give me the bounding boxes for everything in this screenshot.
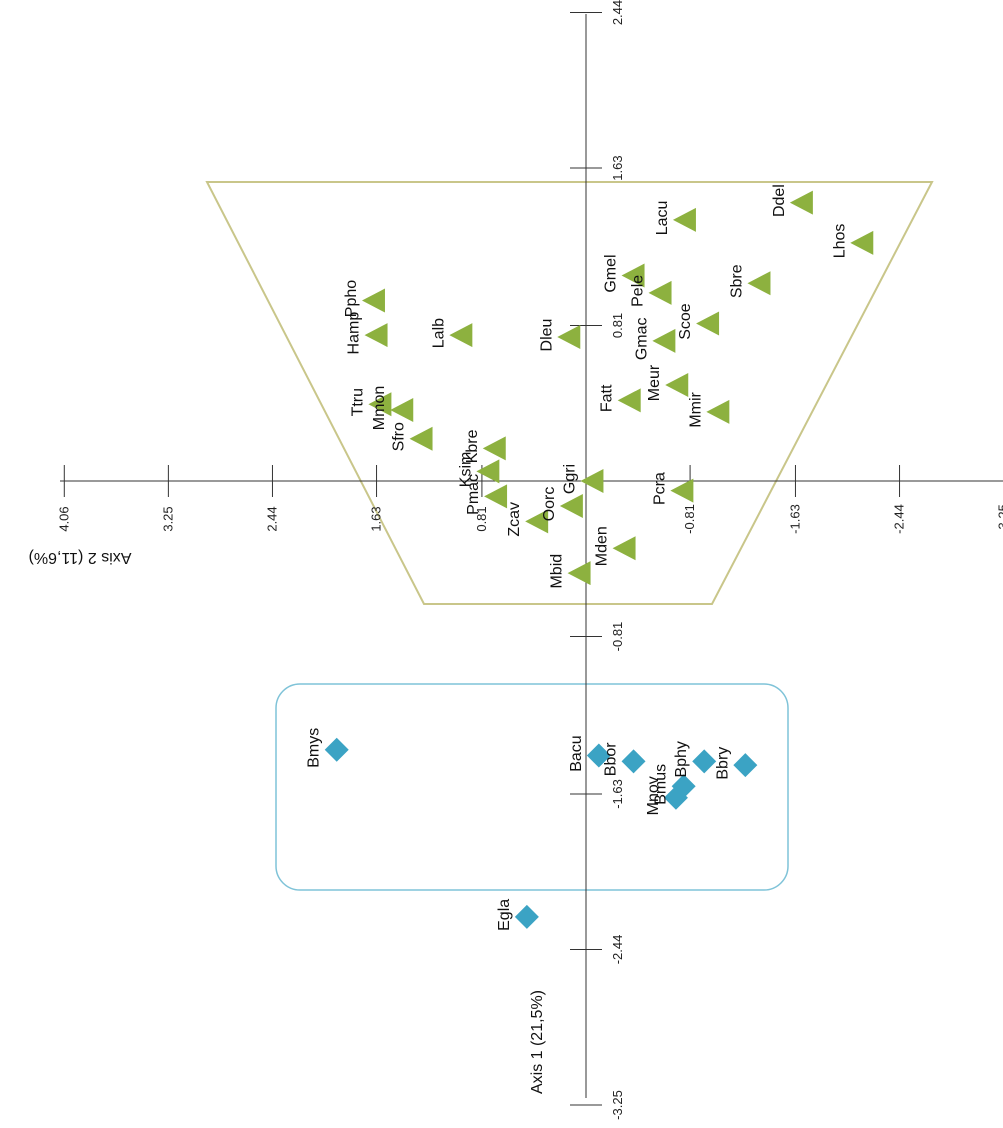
triangle-marker — [525, 509, 549, 534]
axis2-tick-label: 0.81 — [474, 506, 489, 531]
triangle-marker — [617, 388, 641, 413]
triangle-marker — [557, 325, 581, 349]
point-label: Kbre — [464, 429, 481, 463]
triangle-marker — [850, 230, 874, 255]
point-label: Mden — [594, 526, 611, 566]
triangle-marker — [580, 469, 604, 493]
point-label: Mnov — [645, 776, 662, 815]
triangle-marker — [361, 288, 385, 313]
axis2-tick-label: 3.25 — [160, 506, 175, 531]
triangle-marker — [449, 323, 473, 348]
point-label: Mmir — [687, 391, 704, 427]
triangle-marker — [368, 392, 392, 417]
triangle-marker — [672, 207, 696, 232]
triangle-marker — [567, 561, 591, 586]
axes — [60, 12, 1003, 1106]
triangle-marker — [482, 436, 506, 461]
axis1-tick-label: 2.44 — [610, 0, 625, 25]
triangle-marker — [789, 190, 813, 215]
point-label: Ggri — [561, 464, 578, 494]
triangle-marker — [476, 459, 500, 484]
triangle-marker — [696, 311, 720, 336]
axis-texts: 2.44 1.63 0.81 -0.81 -1.63 -2.44 -3.25 4.06 3.25… — [29, 0, 1003, 1120]
axis1-tick-label: -2.44 — [610, 935, 625, 965]
axis1-title: Axis 1 (21,5%) — [529, 990, 546, 1094]
diamond-marker — [586, 743, 611, 768]
point-label: Ttru — [349, 388, 366, 416]
axis1-tick-label: 0.81 — [610, 313, 625, 338]
point-label: Sbre — [728, 264, 745, 298]
point-label: Gmel — [603, 254, 620, 292]
triangle-marker — [648, 280, 672, 305]
diamond-group-outline — [275, 683, 789, 891]
point-label: Scoe — [677, 303, 694, 340]
triangle-marker — [706, 399, 730, 424]
triangle-marker — [364, 323, 388, 348]
point-label: Pmac — [465, 474, 482, 515]
axis1-tick-label: 1.63 — [610, 155, 625, 180]
diamond-marker — [663, 785, 688, 810]
point-label: Dleu — [538, 319, 555, 352]
axis1-tick-label: -1.63 — [610, 779, 625, 809]
point-label: Hamp — [346, 312, 363, 355]
axis2-tick-label: 4.06 — [56, 506, 71, 531]
point-label: Sfro — [391, 422, 408, 451]
diamond-marker — [692, 749, 717, 774]
diamond-marker — [733, 753, 758, 778]
point-label: Gmac — [633, 318, 650, 361]
point-label: Lacu — [654, 201, 671, 236]
point-label: Bphy — [673, 741, 690, 777]
axis1-tick-label: -0.81 — [610, 622, 625, 652]
triangle-group-outline — [205, 181, 934, 605]
triangle-marker — [484, 484, 508, 509]
triangle-marker — [652, 328, 676, 353]
axis1-tick-label: -3.25 — [610, 1090, 625, 1120]
point-label: Bbor — [603, 742, 620, 776]
point-label: Lhos — [831, 224, 848, 259]
point-label: Mbid — [549, 554, 566, 589]
diamond-marker — [514, 904, 539, 929]
axis2-tick-label: -0.81 — [682, 504, 697, 534]
triangle-marker — [621, 263, 645, 288]
axis2-tick-label: 1.63 — [369, 506, 384, 531]
point-label: Lalb — [430, 318, 447, 348]
point-label: Ksim — [457, 452, 474, 488]
axis2-tick-label: -1.63 — [787, 504, 802, 534]
point-label: Fatt — [599, 384, 616, 412]
point-label: Zcav — [506, 502, 523, 537]
triangle-marker — [559, 493, 583, 518]
point-label: Egla — [496, 899, 513, 931]
axis2-tick-label: -3.25 — [996, 504, 1003, 534]
axis2-title: Axis 2 (11,6%) — [29, 549, 132, 566]
triangle-marker — [747, 271, 771, 296]
point-label: Bbry — [714, 747, 731, 780]
point-label: Meur — [646, 364, 663, 401]
point-label: Ddel — [771, 184, 788, 217]
data-points — [324, 190, 874, 929]
point-label: Ppho — [343, 280, 360, 317]
triangle-marker — [390, 397, 414, 422]
triangle-marker — [665, 373, 689, 397]
point-label: Bacu — [568, 735, 585, 771]
point-label: Mmon — [371, 386, 388, 430]
point-label: Bmys — [306, 728, 323, 768]
axis2-tick-label: -2.44 — [892, 504, 907, 534]
diamond-marker — [621, 749, 646, 774]
point-label: Oorc — [541, 487, 558, 522]
triangle-marker — [612, 536, 636, 561]
triangle-marker — [670, 478, 694, 503]
point-label: Pele — [630, 275, 647, 307]
axis2-tick-label: 2.44 — [264, 506, 279, 531]
group-outlines — [205, 181, 934, 891]
point-label: Bmus — [653, 764, 670, 805]
triangle-marker — [409, 426, 433, 451]
diamond-marker — [324, 737, 349, 762]
point-label: Pcra — [651, 472, 668, 505]
